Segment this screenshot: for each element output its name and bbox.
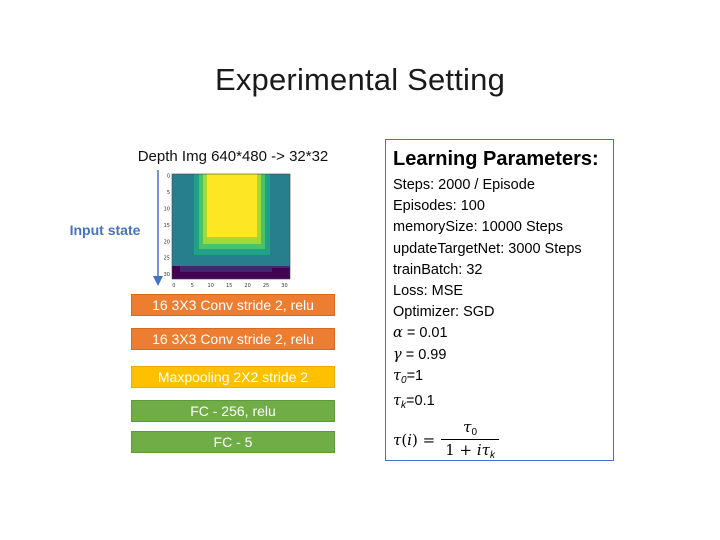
layer-3-pool: Maxpooling 2X2 stride 2 xyxy=(131,366,335,388)
y-tick-label: 15 xyxy=(164,223,170,229)
y-tick-label: 30 xyxy=(164,272,170,278)
layer-2-conv: 16 3X3 Conv stride 2, relu xyxy=(131,328,335,350)
depth-image-plot: 0 5 10 15 20 25 30 0 5 10 15 20 25 30 xyxy=(164,173,291,289)
param-line: updateTargetNet: 3000 Steps xyxy=(393,240,582,257)
y-tick-label: 25 xyxy=(164,256,170,262)
down-arrow-icon xyxy=(153,170,163,286)
y-tick-label: 0 xyxy=(167,174,170,180)
param-line: Loss: MSE xyxy=(393,283,464,300)
learning-parameters-box: Learning Parameters: Steps: 2000 / Episo… xyxy=(385,139,614,461)
param-alpha: α = 0.01 xyxy=(393,325,448,342)
x-tick-label: 15 xyxy=(226,283,232,289)
depth-image-caption: Depth Img 640*480 -> 32*32 xyxy=(137,148,329,165)
depth-heatmap xyxy=(171,173,291,280)
slide-title: Experimental Setting xyxy=(214,62,506,97)
parameter-list: Steps: 2000 / Episode Episodes: 100 memory… xyxy=(393,175,606,323)
y-tick-label: 10 xyxy=(164,206,170,212)
param-tauk: τk=0.1 xyxy=(393,393,435,412)
param-line: Episodes: 100 xyxy=(393,198,485,215)
y-axis-ticks: 0 5 10 15 20 25 30 xyxy=(164,174,170,278)
param-tau0: τ0=1 xyxy=(393,367,424,386)
x-tick-label: 25 xyxy=(263,283,269,289)
input-state-label: Input state xyxy=(69,222,141,238)
param-line: Optimizer: SGD xyxy=(393,304,495,321)
tau-formula: τ(i) = τ0 1 + iτk xyxy=(393,418,606,461)
layer-1-conv: 16 3X3 Conv stride 2, relu xyxy=(131,294,335,316)
param-line: memorySize: 10000 Steps xyxy=(393,219,564,236)
learning-parameters-title: Learning Parameters: xyxy=(393,148,599,170)
param-line: trainBatch: 32 xyxy=(393,261,483,278)
param-line: Steps: 2000 / Episode xyxy=(393,177,535,193)
layer-5-fc: FC - 5 xyxy=(131,431,335,453)
x-tick-label: 0 xyxy=(172,283,175,289)
x-tick-label: 10 xyxy=(208,283,214,289)
y-tick-label: 5 xyxy=(167,190,170,196)
y-tick-label: 20 xyxy=(164,239,170,245)
layer-4-fc: FC - 256, relu xyxy=(131,400,335,422)
param-gamma: γ = 0.99 xyxy=(393,346,447,363)
x-axis-ticks: 0 5 10 15 20 25 30 xyxy=(172,283,287,289)
x-tick-label: 20 xyxy=(244,283,250,289)
x-tick-label: 5 xyxy=(191,283,194,289)
x-tick-label: 30 xyxy=(281,283,287,289)
